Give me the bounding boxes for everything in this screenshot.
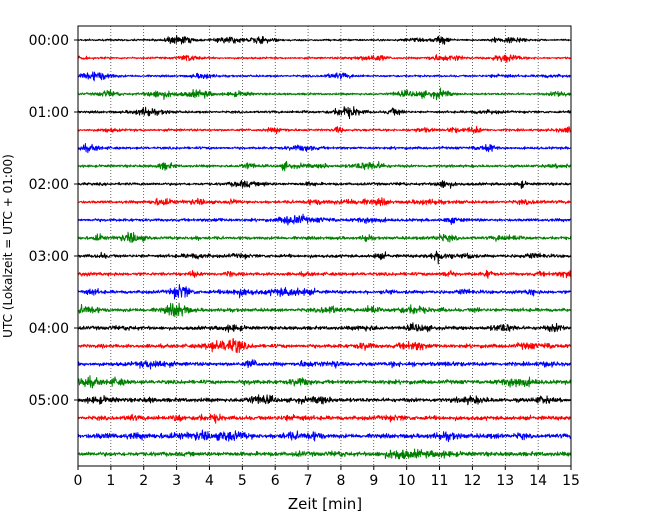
x-tick-label: 2 (139, 473, 148, 489)
plot-frame (77, 25, 572, 467)
x-axis-label: Zeit [min] (288, 495, 362, 513)
seismic-traces (77, 34, 572, 460)
seismic-trace (77, 197, 572, 207)
seismic-trace (77, 71, 572, 82)
seismic-trace (77, 160, 572, 172)
seismic-trace (77, 34, 572, 45)
seismic-trace (77, 429, 572, 443)
seismic-trace (77, 250, 572, 265)
seismic-trace (77, 375, 572, 389)
seismic-trace (77, 231, 572, 243)
seismic-trace (77, 142, 572, 154)
seismic-trace (77, 87, 572, 101)
seismic-trace (77, 394, 572, 406)
seismic-trace (77, 413, 572, 424)
y-tick-label: 03:00 (29, 249, 69, 265)
x-tick-label: 1 (106, 473, 115, 489)
y-axis-ticks: 00:00 01:00 02:00 03:00 04:00 05:00 (29, 33, 78, 409)
seismic-trace (77, 322, 572, 333)
x-tick-label: 14 (529, 473, 547, 489)
seismic-trace (77, 448, 572, 460)
seismic-trace (77, 284, 572, 300)
seismic-trace (77, 54, 572, 63)
x-axis-ticks: 0 1 2 3 4 5 6 7 8 9 10 11 12 13 14 15 (74, 466, 580, 489)
x-tick-label: 9 (369, 473, 378, 489)
x-tick-label: 15 (562, 473, 580, 489)
x-tick-label: 6 (271, 473, 280, 489)
x-tick-label: 3 (172, 473, 181, 489)
seismic-trace (77, 106, 572, 120)
seismic-trace (77, 302, 572, 318)
x-tick-label: 4 (205, 473, 214, 489)
x-tick-label: 11 (431, 473, 449, 489)
x-tick-label: 10 (398, 473, 416, 489)
x-tick-label: 5 (238, 473, 247, 489)
y-tick-label: 04:00 (29, 321, 69, 337)
seismic-trace (77, 213, 572, 226)
seismic-trace (77, 269, 572, 279)
x-tick-label: 8 (336, 473, 345, 489)
x-tick-label: 0 (74, 473, 83, 489)
seismic-trace (77, 338, 572, 354)
x-tick-label: 13 (496, 473, 514, 489)
x-tick-label: 7 (304, 473, 313, 489)
y-tick-label: 00:00 (29, 33, 69, 49)
x-grid (110, 26, 539, 466)
seismic-trace (77, 125, 572, 135)
x-tick-label: 12 (463, 473, 481, 489)
y-axis-label: UTC (Lokalzeit = UTC + 01:00) (1, 154, 15, 338)
y-tick-label: 05:00 (29, 393, 69, 409)
seismic-trace (77, 359, 572, 370)
y-tick-label: 02:00 (29, 177, 69, 193)
y-tick-label: 01:00 (29, 105, 69, 121)
seismic-trace (77, 179, 572, 189)
